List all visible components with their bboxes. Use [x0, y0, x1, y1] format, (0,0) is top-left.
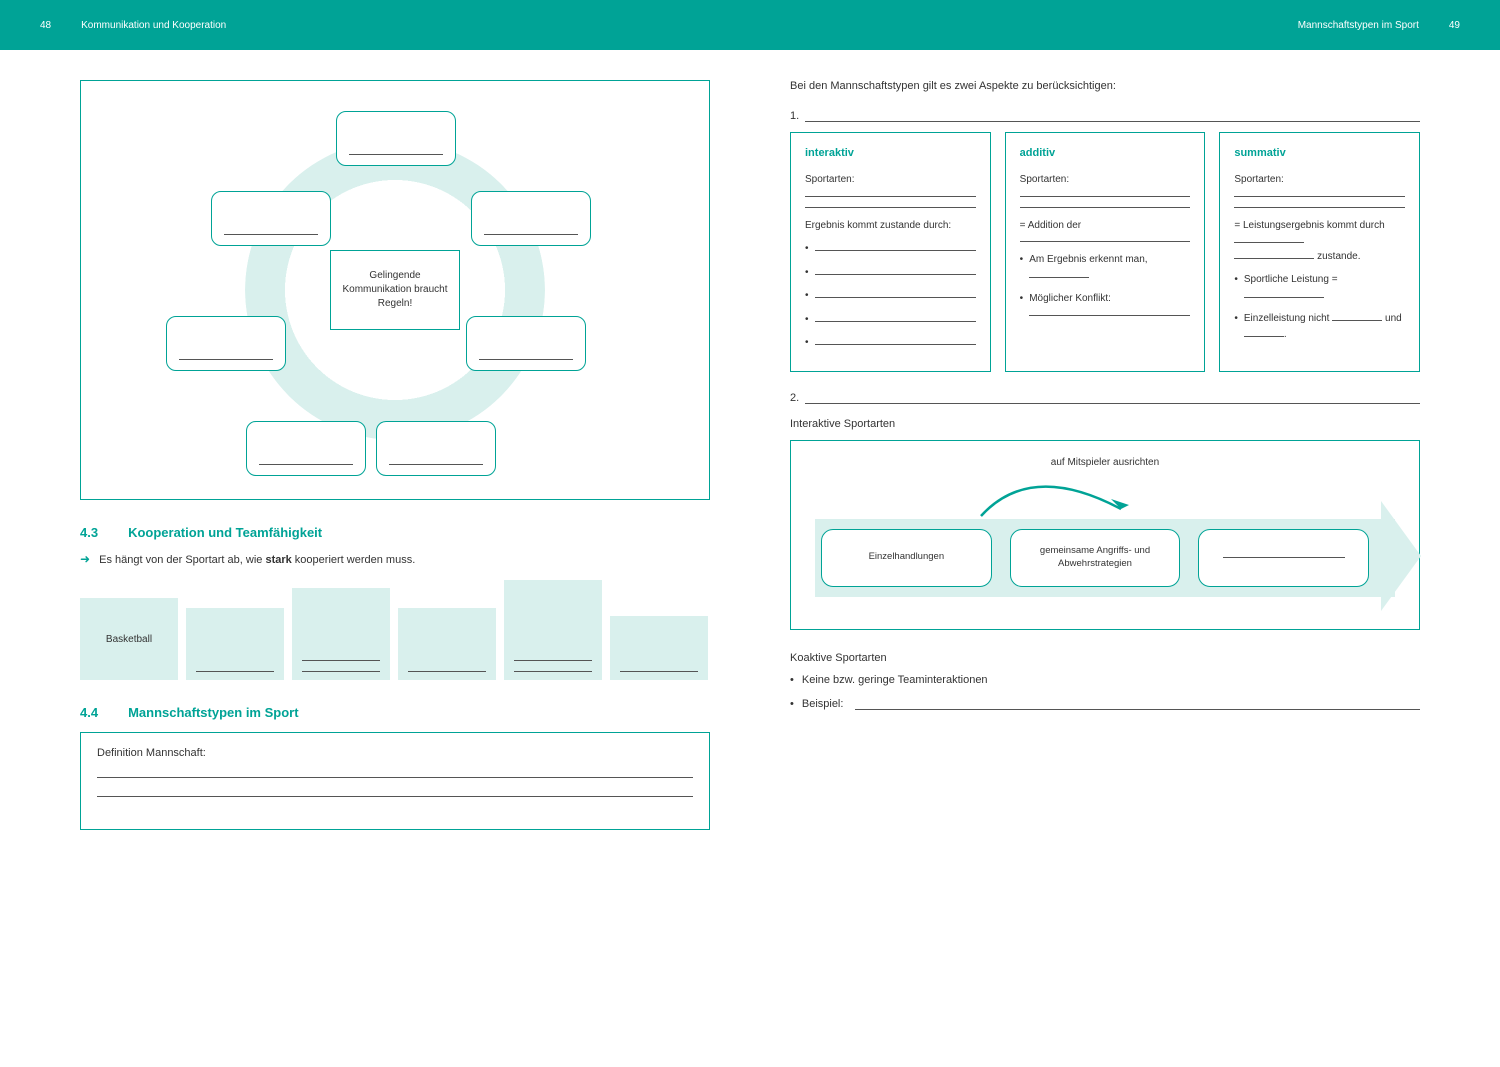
blank-line [805, 110, 1420, 122]
interactive-diagram: auf Mitspieler ausrichten Einzelhandlung… [790, 440, 1420, 630]
interactive-top-label: auf Mitspieler ausrichten [791, 457, 1419, 468]
section-4-3-heading: 4.3 Kooperation und Teamfähigkeit [80, 525, 710, 540]
page-number-right: 49 [1449, 20, 1460, 31]
cycle-node [376, 421, 496, 476]
interactive-heading: Interaktive Sportarten [790, 418, 1420, 430]
arrow-icon: ➜ [80, 552, 90, 566]
cycle-node [211, 191, 331, 246]
cycle-node [336, 111, 456, 166]
section-4-4-heading: 4.4 Mannschaftstypen im Sport [80, 705, 710, 720]
section-4-3-intro: ➜ Es hängt von der Sportart ab, wie star… [80, 552, 710, 566]
sport-box [186, 608, 284, 680]
curved-arrow-icon [971, 471, 1141, 521]
running-head-right: Mannschaftstypen im Sport [1298, 20, 1419, 31]
definition-box: Definition Mannschaft: [80, 732, 710, 830]
sport-box [292, 588, 390, 680]
sport-box: Basketball [80, 598, 178, 680]
section-number: 4.4 [80, 705, 98, 720]
arrow-head-icon [1381, 501, 1421, 611]
sport-box-label: Basketball [86, 634, 172, 645]
koaktiv-heading: Koaktive Sportarten [790, 652, 1420, 664]
blank-line [855, 698, 1420, 710]
pill-blank [1198, 529, 1369, 587]
page-right: Mannschaftstypen im Sport 49 Bei den Man… [750, 0, 1500, 1067]
pill-strategien: gemeinsame Angriffs- und Abwehrstrategie… [1010, 529, 1181, 587]
sport-boxes-row: Basketball [80, 580, 710, 680]
definition-label: Definition Mannschaft: [97, 747, 693, 759]
blank-line [302, 671, 379, 672]
section-title: Mannschaftstypen im Sport [128, 705, 298, 720]
right-intro: Bei den Mannschaftstypen gilt es zwei As… [790, 80, 1420, 92]
sport-box [610, 616, 708, 680]
col-interaktiv: interaktiv Sportarten: Ergebnis kommt zu… [790, 132, 991, 372]
cycle-center-box: Gelingende Kommunikation braucht Regeln! [330, 250, 460, 330]
pill-einzelhandlungen: Einzelhandlungen [821, 529, 992, 587]
section-title: Kooperation und Teamfähigkeit [128, 525, 322, 540]
header-right: Mannschaftstypen im Sport 49 [750, 0, 1500, 50]
numbered-item-2: 2. [790, 392, 1420, 404]
col-additiv: additiv Sportarten: = Addition der Am Er… [1005, 132, 1206, 372]
cycle-node [166, 316, 286, 371]
cycle-node [246, 421, 366, 476]
cycle-node [471, 191, 591, 246]
sport-box [398, 608, 496, 680]
cycle-node [466, 316, 586, 371]
section-number: 4.3 [80, 525, 98, 540]
blank-line [196, 671, 273, 672]
circle-diagram-frame: Gelingende Kommunikation braucht Regeln! [80, 80, 710, 500]
blank-line [620, 671, 697, 672]
blank-line [805, 392, 1420, 404]
koaktiv-list: Keine bzw. geringe Teaminteraktionen Bei… [790, 674, 1420, 710]
running-head-left: Kommunikation und Kooperation [81, 20, 226, 31]
col-summativ: summativ Sportarten: = Leistungsergebnis… [1219, 132, 1420, 372]
numbered-item-1: 1. [790, 110, 1420, 122]
blank-line [97, 777, 693, 778]
blank-line [302, 660, 379, 661]
blank-line [97, 796, 693, 797]
blank-line [514, 671, 591, 672]
page-number-left: 48 [40, 20, 51, 31]
three-column-boxes: interaktiv Sportarten: Ergebnis kommt zu… [790, 132, 1420, 372]
header-left: 48 Kommunikation und Kooperation [0, 0, 750, 50]
sport-box [504, 580, 602, 680]
blank-line [514, 660, 591, 661]
page-left: 48 Kommunikation und Kooperation Gelinge… [0, 0, 750, 1067]
blank-line [408, 671, 485, 672]
